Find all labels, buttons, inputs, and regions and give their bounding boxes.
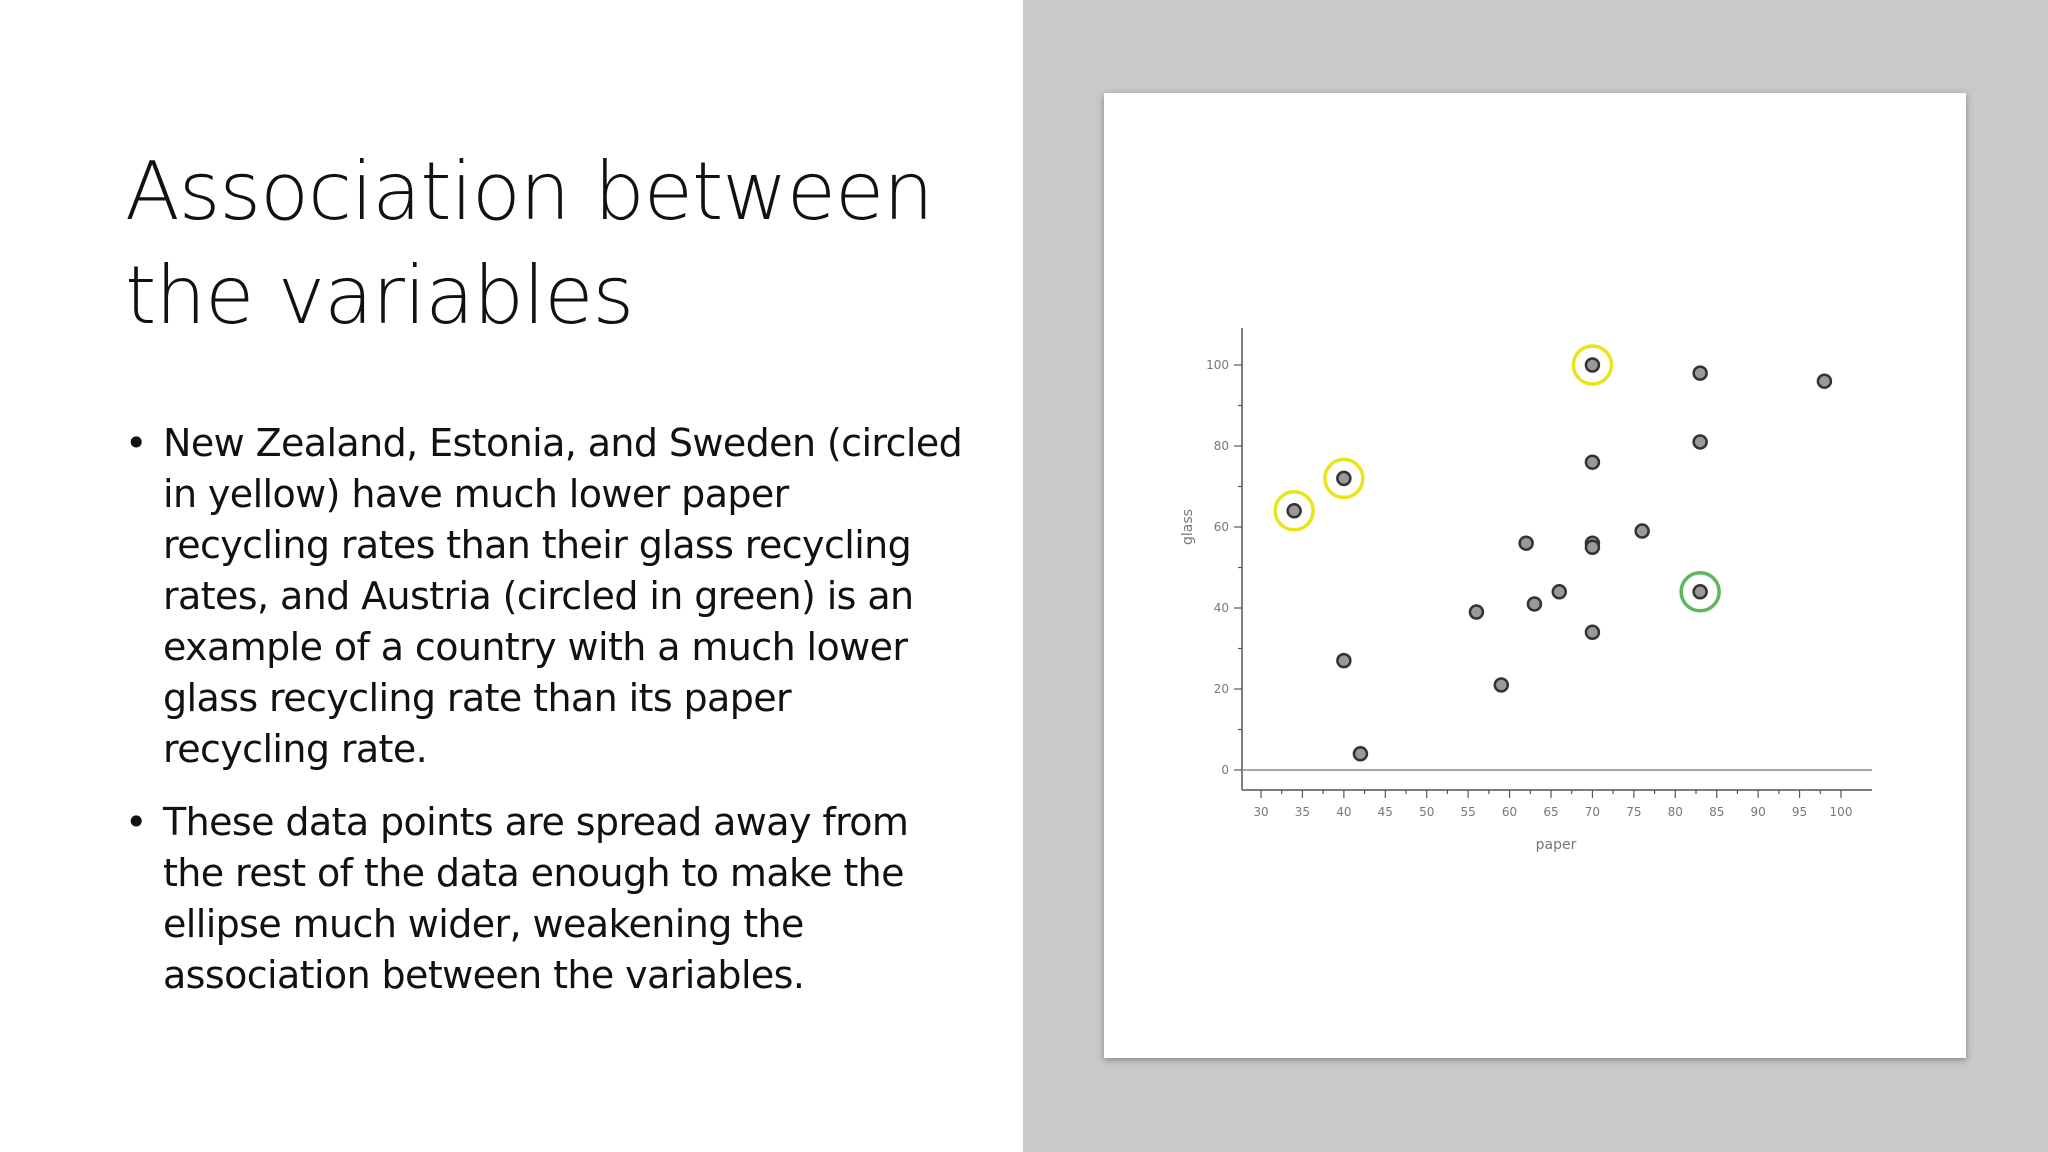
bullet-item: • New Zealand, Estonia, and Sweden (circ…: [125, 418, 965, 775]
data-point: [1551, 584, 1568, 600]
x-tick-label: 90: [1751, 805, 1766, 819]
yellow-highlight-ring: [1323, 457, 1365, 500]
x-tick-label: 55: [1461, 805, 1476, 819]
x-tick-label: 30: [1253, 805, 1268, 819]
data-point: [1352, 746, 1369, 762]
data-point: [1584, 357, 1601, 373]
data-point: [1518, 535, 1534, 551]
x-tick-label: 80: [1668, 805, 1683, 819]
x-tick-label: 100: [1830, 805, 1853, 819]
y-tick-label: 0: [1221, 763, 1229, 777]
data-point: [1692, 365, 1708, 381]
chart-card: 0 20 40 60 80 100 30 35 40 45 50 55 60 65 70 75 80 85 90 95…: [1104, 93, 1966, 1058]
data-point: [1526, 596, 1543, 612]
data-point: [1286, 503, 1302, 519]
bullet-text: These data points are spread away from t…: [163, 800, 909, 997]
bullet-list: • New Zealand, Estonia, and Sweden (circ…: [125, 418, 965, 1023]
bullet-item: • These data points are spread away from…: [125, 797, 965, 1001]
data-points: [1273, 344, 1833, 762]
yellow-highlight-ring: [1571, 344, 1614, 386]
x-tick-label: 70: [1585, 805, 1600, 819]
data-point: [1584, 624, 1601, 641]
x-tick-label: 95: [1792, 805, 1807, 819]
x-tick-label: 75: [1626, 805, 1641, 819]
x-tick-label: 60: [1502, 805, 1517, 819]
bullet-dot: •: [125, 421, 147, 465]
data-point: [1584, 539, 1601, 555]
axis-labels: 0 20 40 60 80 100 30 35 40 45 50 55 60 65 70 75 80 85 90 95…: [1180, 358, 1852, 853]
y-tick-label: 100: [1206, 358, 1229, 372]
y-tick-label: 80: [1214, 439, 1229, 453]
data-point: [1468, 604, 1485, 620]
yellow-highlight-ring: [1273, 490, 1315, 532]
y-tick-label: 20: [1214, 682, 1229, 696]
text-panel: Association between the variables • New …: [0, 0, 1023, 1152]
y-tick-label: 40: [1214, 601, 1229, 615]
x-tick-label: 35: [1295, 805, 1310, 819]
x-axis-title: paper: [1536, 837, 1577, 853]
x-tick-label: 50: [1419, 805, 1434, 819]
data-point: [1634, 523, 1650, 539]
slide-title: Association between the variables: [125, 145, 934, 342]
data-point: [1336, 470, 1352, 487]
data-point: [1493, 677, 1510, 693]
data-point: [1816, 373, 1833, 389]
data-point: [1692, 584, 1708, 600]
data-point: [1584, 454, 1601, 470]
data-point: [1692, 434, 1708, 450]
y-axis-title: glass: [1180, 509, 1196, 545]
x-tick-label: 65: [1543, 805, 1558, 819]
bullet-text: New Zealand, Estonia, and Sweden (circle…: [163, 421, 963, 771]
data-point: [1336, 652, 1352, 669]
scatter-plot: 0 20 40 60 80 100 30 35 40 45 50 55 60 65 70 75 80 85 90 95…: [1180, 328, 1872, 853]
x-tick-label: 40: [1336, 805, 1351, 819]
green-highlight-ring: [1679, 571, 1721, 613]
bullet-dot: •: [125, 800, 147, 844]
x-tick-label: 85: [1709, 805, 1724, 819]
x-tick-label: 45: [1378, 805, 1393, 819]
y-tick-label: 60: [1214, 520, 1229, 534]
axes: [1234, 328, 1872, 798]
